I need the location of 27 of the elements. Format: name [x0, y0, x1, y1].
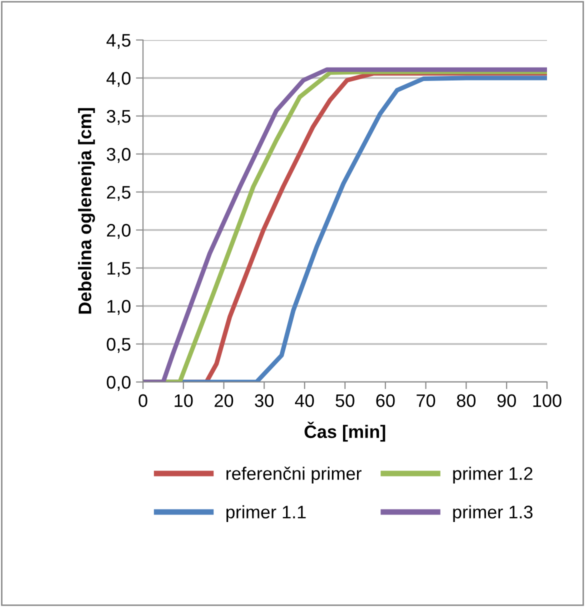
legend-label: primer 1.1: [226, 505, 306, 522]
x-tick-label: 50: [336, 394, 354, 408]
x-tick-label: 20: [214, 394, 234, 408]
x-tick-label: 80: [456, 394, 476, 408]
x-tick-label: 100: [533, 394, 562, 408]
x-tick-label: 60: [376, 394, 395, 408]
y-tick-label: 0,5: [106, 338, 130, 353]
y-tick-label: 1,0: [107, 300, 130, 315]
y-tick-label: 4,0: [106, 72, 130, 87]
legend-label: referenčni primer: [226, 466, 362, 484]
x-tick-label: 30: [254, 394, 274, 408]
x-tick-label: 70: [416, 394, 436, 408]
y-tick-label: 0,0: [106, 376, 130, 391]
y-tick-label: 4,5: [106, 34, 130, 49]
y-tick-label: 3,5: [106, 110, 130, 125]
y-axis-title: Debelina oglenenja [cm]: [78, 108, 95, 314]
x-tick-label: 0: [138, 394, 148, 408]
legend-label: primer 1.2: [453, 466, 532, 484]
x-axis-title: Čas [min]: [304, 422, 386, 442]
y-tick-label: 1,5: [107, 262, 130, 277]
y-tick-label: 3,0: [106, 148, 130, 163]
x-tick-label: 40: [294, 394, 314, 408]
y-tick-label: 2,0: [107, 224, 130, 239]
y-tick-label: 2,5: [107, 186, 130, 201]
x-tick-label: 10: [174, 394, 193, 408]
x-tick-label: 90: [497, 394, 516, 408]
legend-label: primer 1.3: [453, 505, 533, 522]
